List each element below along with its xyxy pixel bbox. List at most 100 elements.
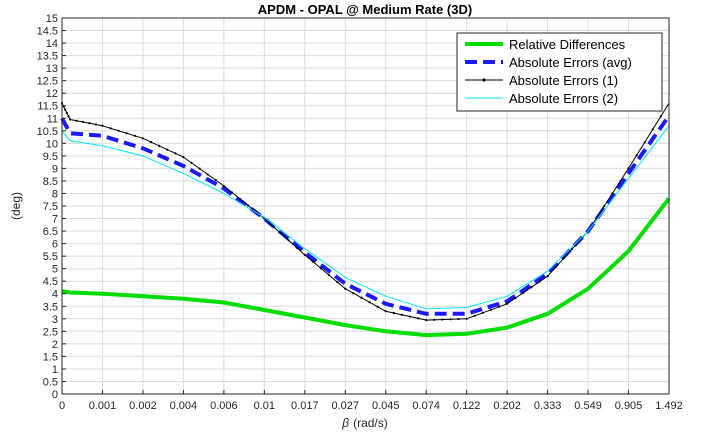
series-marker [238, 197, 242, 201]
y-tick-label: 3 [52, 314, 58, 326]
series-marker [433, 318, 436, 321]
series-marker [101, 124, 104, 127]
series-marker [522, 291, 525, 294]
y-tick-label: 8.5 [43, 176, 58, 188]
series-marker [546, 275, 549, 278]
x-axis-symbol: β [341, 416, 349, 430]
series-marker [327, 274, 331, 277]
series-marker [497, 305, 501, 308]
series-marker [182, 156, 185, 159]
series-marker [360, 296, 363, 299]
series-marker [449, 318, 452, 321]
series-marker [68, 118, 72, 121]
legend: Relative Differences Absolute Errors (avg… [456, 32, 663, 112]
series-marker [417, 317, 420, 320]
series-marker [67, 115, 70, 118]
y-tick-label: 2.5 [43, 326, 58, 338]
series-marker [230, 191, 234, 194]
y-tick-label: 10 [46, 138, 58, 150]
series-marker [400, 313, 404, 316]
series-marker [295, 246, 298, 249]
series-marker [311, 260, 314, 263]
y-tick-label: 11.5 [37, 101, 58, 113]
y-tick-label: 1.5 [43, 351, 58, 363]
y-tick-label: 13 [46, 63, 58, 75]
y-tick-label: 13.5 [37, 51, 58, 63]
y-tick-label: 8 [52, 188, 58, 200]
series-marker [206, 173, 209, 176]
series-marker [368, 301, 371, 304]
series-marker [538, 280, 541, 283]
series-marker [166, 148, 169, 151]
x-tick-label: 0.002 [129, 400, 157, 412]
y-tick-label: 10.5 [37, 126, 58, 138]
y-tick-label: 0 [52, 389, 58, 401]
y-tick-label: 5 [52, 264, 58, 276]
series-marker [279, 231, 282, 235]
legend-label: Absolute Errors (1) [509, 73, 618, 88]
series-marker [643, 141, 646, 144]
x-tick-label: 0.333 [534, 400, 562, 412]
y-tick-label: 9.5 [43, 151, 58, 163]
series-marker [627, 167, 630, 170]
series-marker [94, 123, 98, 126]
series-marker [319, 267, 323, 270]
series-marker [441, 318, 444, 321]
series-marker [247, 204, 250, 207]
y-tick-label: 15 [46, 13, 58, 25]
series-marker [214, 179, 217, 182]
x-tick-label: 1.492 [655, 400, 683, 412]
series-marker [554, 266, 557, 269]
series-marker [222, 184, 225, 188]
y-tick-label: 4.5 [43, 276, 58, 288]
y-tick-label: 4 [52, 289, 58, 301]
legend-label: Absolute Errors (2) [509, 91, 618, 106]
series-marker [651, 128, 654, 131]
series-marker [611, 192, 614, 195]
legend-label: Absolute Errors (avg) [509, 55, 632, 70]
y-tick-label: 1 [52, 364, 58, 376]
series-marker [141, 137, 145, 140]
y-tick-label: 6 [52, 239, 58, 251]
series-marker [125, 132, 128, 135]
y-tick-label: 12 [46, 88, 58, 100]
series-marker [336, 280, 339, 284]
y-ticks: 00.511.522.533.544.555.566.577.588.599.5… [37, 13, 66, 401]
y-tick-label: 7 [52, 214, 58, 226]
x-tick-label: 0.202 [493, 400, 521, 412]
y-tick-label: 5.5 [43, 251, 58, 263]
x-tick-label: 0 [59, 400, 65, 412]
series-marker [117, 129, 120, 132]
y-tick-label: 6.5 [43, 226, 58, 238]
series-lines [60, 102, 671, 338]
series-marker [344, 287, 347, 290]
series-marker [64, 108, 67, 111]
series-marker [619, 179, 622, 183]
series-marker [506, 302, 509, 305]
y-tick-label: 14.5 [37, 26, 58, 38]
series-marker [659, 115, 663, 118]
series-marker [109, 127, 112, 130]
legend-label: Relative Differences [509, 37, 626, 52]
x-tick-label: 0.905 [615, 400, 643, 412]
x-axis-unit: (rad/s) [353, 416, 388, 430]
series-marker [352, 292, 355, 295]
y-tick-label: 12.5 [37, 76, 58, 88]
y-tick-label: 7.5 [43, 201, 58, 213]
y-tick-label: 9 [52, 163, 58, 175]
x-tick-label: 0.006 [210, 400, 238, 412]
x-tick-label: 0.045 [372, 400, 400, 412]
series-marker [481, 311, 484, 314]
series-marker [376, 305, 379, 308]
chart-title: APDM - OPAL @ Medium Rate (3D) [258, 2, 472, 17]
series-marker [271, 224, 274, 227]
series-line-4 [61, 125, 670, 310]
series-marker [81, 120, 85, 124]
series-line-2 [60, 114, 671, 316]
x-ticks: 0 0.001 0.002 0.004 0.006 0.01 0.017 0.027 0.045… [59, 390, 683, 412]
x-tick-label: 0.122 [453, 400, 481, 412]
y-axis-label: (deg) [9, 192, 23, 220]
series-marker [174, 152, 177, 155]
x-tick-label: 0.549 [574, 400, 602, 412]
